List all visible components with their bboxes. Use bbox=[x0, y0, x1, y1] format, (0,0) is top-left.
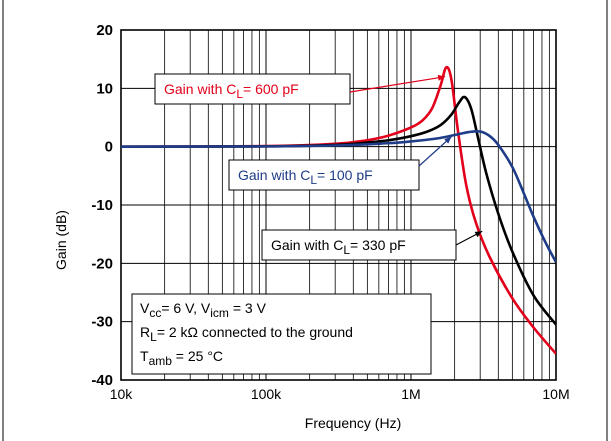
annotation-box bbox=[154, 73, 351, 105]
annotations: Gain with CL= 600 pF Gain with CL= 100 pF… bbox=[131, 73, 483, 375]
x-axis-label: Frequency (Hz) bbox=[305, 415, 401, 431]
conditions-line: Tamb = 25 °C bbox=[140, 348, 223, 368]
annotation-arrow bbox=[349, 76, 446, 93]
y-axis-label: Gain (dB) bbox=[53, 210, 69, 270]
x-tick-label: 100k bbox=[251, 386, 282, 402]
y-tick-label: 20 bbox=[96, 22, 113, 39]
annotation-arrowhead bbox=[474, 231, 483, 238]
series-line bbox=[121, 129, 556, 263]
y-tick-label: 10 bbox=[96, 80, 113, 97]
y-tick-label: -20 bbox=[91, 255, 113, 272]
conditions-line: Vcc= 6 V, Vicm = 3 V bbox=[140, 300, 267, 320]
plot-area-border bbox=[120, 29, 557, 381]
annotation-arrowhead bbox=[444, 136, 452, 144]
annotation-label: Gain with CL= 600 pF bbox=[164, 81, 299, 101]
y-tick-label: -10 bbox=[91, 197, 113, 214]
y-tick-label: -30 bbox=[91, 314, 113, 331]
conditions-line: RL= 2 kΩ connected to the ground bbox=[140, 324, 353, 344]
annotation-arrowhead bbox=[437, 74, 446, 81]
series-layer bbox=[121, 65, 556, 355]
y-tick-label: 0 bbox=[105, 139, 113, 156]
series-line bbox=[121, 95, 556, 326]
annotation-box bbox=[261, 229, 457, 261]
conditions-box bbox=[131, 293, 432, 375]
annotation-arrow bbox=[418, 136, 452, 167]
x-tick-label: 10M bbox=[542, 386, 569, 402]
x-tick-label: 10k bbox=[110, 386, 134, 402]
series-line bbox=[121, 65, 556, 355]
annotation-label: Gain with CL= 330 pF bbox=[271, 237, 406, 257]
annotation-box bbox=[228, 159, 420, 191]
annotation-label: Gain with CL= 100 pF bbox=[238, 167, 373, 187]
x-tick-label: 1M bbox=[401, 386, 420, 402]
y-tick-label: -40 bbox=[91, 372, 113, 389]
